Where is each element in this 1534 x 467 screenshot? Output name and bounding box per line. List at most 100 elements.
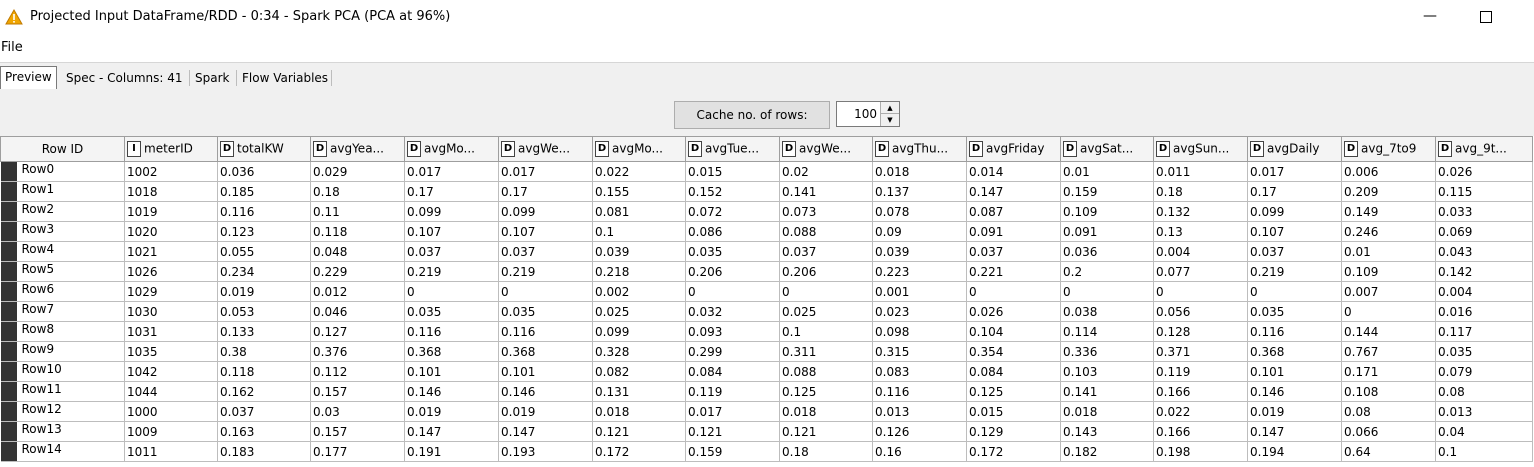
row-id-cell[interactable]: Row8: [0, 321, 125, 342]
table-cell[interactable]: 0.193: [498, 441, 593, 462]
table-cell[interactable]: 0.336: [1060, 341, 1154, 362]
table-cell[interactable]: 1020: [124, 221, 218, 242]
table-cell[interactable]: 0.099: [404, 201, 499, 222]
table-cell[interactable]: 0.147: [498, 421, 593, 442]
table-cell[interactable]: 0.107: [404, 221, 499, 242]
table-cell[interactable]: 0.012: [310, 281, 405, 302]
table-cell[interactable]: 0.08: [1435, 381, 1533, 402]
table-cell[interactable]: 0.066: [1341, 421, 1436, 442]
table-cell[interactable]: 0.033: [1435, 201, 1533, 222]
row-id-cell[interactable]: Row6: [0, 281, 125, 302]
row-id-cell[interactable]: Row11: [0, 381, 125, 402]
table-cell[interactable]: 0.101: [1247, 361, 1342, 382]
table-cell[interactable]: 0: [404, 281, 499, 302]
table-cell[interactable]: 0.004: [1153, 241, 1248, 262]
row-id-cell[interactable]: Row7: [0, 301, 125, 322]
table-cell[interactable]: 0.1: [592, 221, 686, 242]
table-cell[interactable]: 0.159: [685, 441, 780, 462]
table-cell[interactable]: 0.084: [966, 361, 1061, 382]
table-cell[interactable]: 0.125: [966, 381, 1061, 402]
table-cell[interactable]: 0.079: [1435, 361, 1533, 382]
table-cell[interactable]: 0.368: [404, 341, 499, 362]
table-cell[interactable]: 0.019: [404, 401, 499, 422]
row-id-cell[interactable]: Row0: [0, 161, 125, 182]
table-cell[interactable]: 0.019: [217, 281, 311, 302]
tab-flow-variables[interactable]: Flow Variables: [242, 71, 329, 85]
table-cell[interactable]: 0.157: [310, 421, 405, 442]
table-row[interactable]: Row9 1035 0.38 0.376 0.368 0.368 0.328 0.299 0.3…: [0, 341, 1533, 362]
table-row[interactable]: Row12 1000 0.037 0.03 0.019 0.019 0.018 0.017 0.…: [0, 401, 1533, 422]
table-cell[interactable]: 0.104: [966, 321, 1061, 342]
table-cell[interactable]: 0.004: [1435, 281, 1533, 302]
table-cell[interactable]: 0.376: [310, 341, 405, 362]
table-row[interactable]: Row1 1018 0.185 0.18 0.17 0.17 0.155 0.152 0.141…: [0, 181, 1533, 202]
table-cell[interactable]: 0.08: [1341, 401, 1436, 422]
table-cell[interactable]: 0.037: [217, 401, 311, 422]
table-cell[interactable]: 0.132: [1153, 201, 1248, 222]
table-row[interactable]: Row6 1029 0.019 0.012 0 0 0.002 0 0 0.001 0 0 0 0 0.00…: [0, 281, 1533, 302]
table-cell[interactable]: 0.17: [404, 181, 499, 202]
table-cell[interactable]: 0.018: [1060, 401, 1154, 422]
table-cell[interactable]: 0.64: [1341, 441, 1436, 462]
table-cell[interactable]: 0: [685, 281, 780, 302]
table-cell[interactable]: 1042: [124, 361, 218, 382]
table-cell[interactable]: 0.185: [217, 181, 311, 202]
table-row[interactable]: Row0 1002 0.036 0.029 0.017 0.017 0.022 0.015 0.…: [0, 161, 1533, 182]
table-cell[interactable]: 0.166: [1153, 381, 1248, 402]
table-cell[interactable]: 0.018: [592, 401, 686, 422]
table-cell[interactable]: 0.022: [592, 161, 686, 182]
table-cell[interactable]: 0.13: [1153, 221, 1248, 242]
table-cell[interactable]: 0.368: [1247, 341, 1342, 362]
table-row[interactable]: Row3 1020 0.123 0.118 0.107 0.107 0.1 0.086 0.08…: [0, 221, 1533, 242]
table-cell[interactable]: 0.147: [404, 421, 499, 442]
table-cell[interactable]: 0.037: [404, 241, 499, 262]
table-cell[interactable]: 0.183: [217, 441, 311, 462]
tab-preview[interactable]: Preview: [0, 66, 57, 89]
table-cell[interactable]: 0.037: [1247, 241, 1342, 262]
table-cell[interactable]: 0.11: [310, 201, 405, 222]
table-cell[interactable]: 0.019: [498, 401, 593, 422]
table-cell[interactable]: 0.023: [872, 301, 967, 322]
table-cell[interactable]: 0.219: [498, 261, 593, 282]
table-cell[interactable]: 0.229: [310, 261, 405, 282]
table-cell[interactable]: 1031: [124, 321, 218, 342]
table-cell[interactable]: 0.018: [872, 161, 967, 182]
table-cell[interactable]: 0.055: [217, 241, 311, 262]
table-cell[interactable]: 0.147: [966, 181, 1061, 202]
table-cell[interactable]: 0.172: [592, 441, 686, 462]
table-cell[interactable]: 0.088: [779, 361, 873, 382]
table-cell[interactable]: 0.118: [217, 361, 311, 382]
table-cell[interactable]: 0.077: [1153, 261, 1248, 282]
table-cell[interactable]: 0.082: [592, 361, 686, 382]
cache-rows-value[interactable]: 100: [854, 107, 877, 121]
table-cell[interactable]: 0.002: [592, 281, 686, 302]
table-cell[interactable]: 0.098: [872, 321, 967, 342]
table-cell[interactable]: 0.162: [217, 381, 311, 402]
table-cell[interactable]: 0.219: [1247, 261, 1342, 282]
table-row[interactable]: Row14 1011 0.183 0.177 0.191 0.193 0.172 0.159 0…: [0, 441, 1533, 462]
table-cell[interactable]: 0: [498, 281, 593, 302]
table-cell[interactable]: 0.091: [966, 221, 1061, 242]
table-cell[interactable]: 0.016: [1435, 301, 1533, 322]
table-cell[interactable]: 1021: [124, 241, 218, 262]
table-cell[interactable]: 0.172: [966, 441, 1061, 462]
table-cell[interactable]: 0.013: [1435, 401, 1533, 422]
row-id-cell[interactable]: Row9: [0, 341, 125, 362]
table-cell[interactable]: 0.299: [685, 341, 780, 362]
table-cell[interactable]: 0.17: [1247, 181, 1342, 202]
table-row[interactable]: Row11 1044 0.162 0.157 0.146 0.146 0.131 0.119 0…: [0, 381, 1533, 402]
table-cell[interactable]: 0.035: [1435, 341, 1533, 362]
table-cell[interactable]: 0.142: [1435, 261, 1533, 282]
table-cell[interactable]: 0: [966, 281, 1061, 302]
table-cell[interactable]: 0.026: [966, 301, 1061, 322]
table-cell[interactable]: 0.015: [685, 161, 780, 182]
table-cell[interactable]: 0.083: [872, 361, 967, 382]
spinner-up-icon[interactable]: ▲: [880, 102, 899, 114]
table-cell[interactable]: 0.155: [592, 181, 686, 202]
table-cell[interactable]: 0.088: [779, 221, 873, 242]
table-cell[interactable]: 0.043: [1435, 241, 1533, 262]
